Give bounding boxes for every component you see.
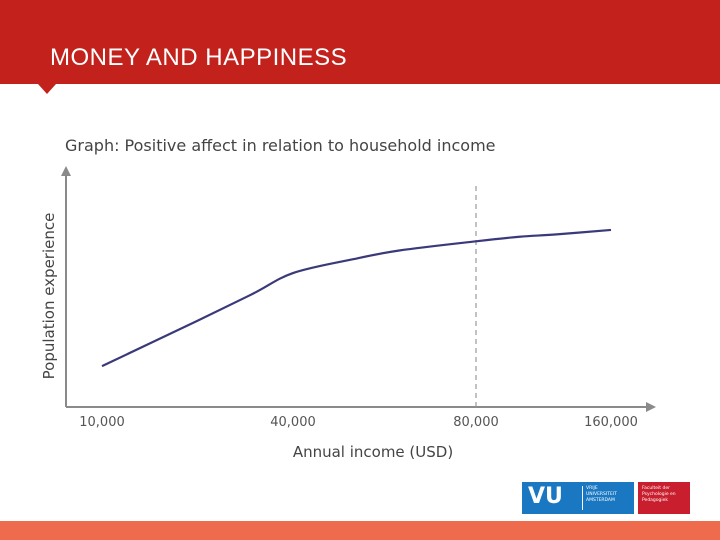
y-axis-label: Population experience: [40, 213, 58, 380]
x-tick-labels: 10,000 40,000 80,000 160,000: [79, 415, 638, 430]
header-notch: [38, 84, 56, 94]
slide-title: MONEY AND HAPPINESS: [50, 44, 348, 71]
income-chart: Graph: Positive affect in relation to ho…: [40, 136, 656, 461]
x-tick-label: 160,000: [584, 415, 638, 430]
x-axis-label: Annual income (USD): [293, 443, 453, 461]
chart-axes: [61, 166, 656, 412]
x-axis-arrow: [646, 402, 656, 412]
footer-bar: [0, 521, 720, 540]
x-tick-label: 80,000: [453, 415, 499, 430]
chart-title: Graph: Positive affect in relation to ho…: [65, 136, 496, 155]
x-tick-label: 40,000: [270, 415, 316, 430]
series-line: [101, 228, 612, 368]
plot-area: [101, 228, 612, 368]
vu-logo-name: VRIJE UNIVERSITEIT AMSTERDAM: [586, 486, 617, 503]
faculty-logo-name: Faculteit der Psychologie en Pedagogiek: [642, 486, 676, 503]
y-axis-arrow: [61, 166, 71, 176]
vu-logo: VU VRIJE UNIVERSITEIT AMSTERDAM: [522, 482, 634, 514]
vu-logo-mark: VU: [528, 484, 563, 509]
x-tick-label: 10,000: [79, 415, 125, 430]
vu-logo-divider: [582, 486, 583, 510]
header-bar: MONEY AND HAPPINESS: [0, 0, 720, 84]
faculty-logo: Faculteit der Psychologie en Pedagogiek: [638, 482, 690, 514]
